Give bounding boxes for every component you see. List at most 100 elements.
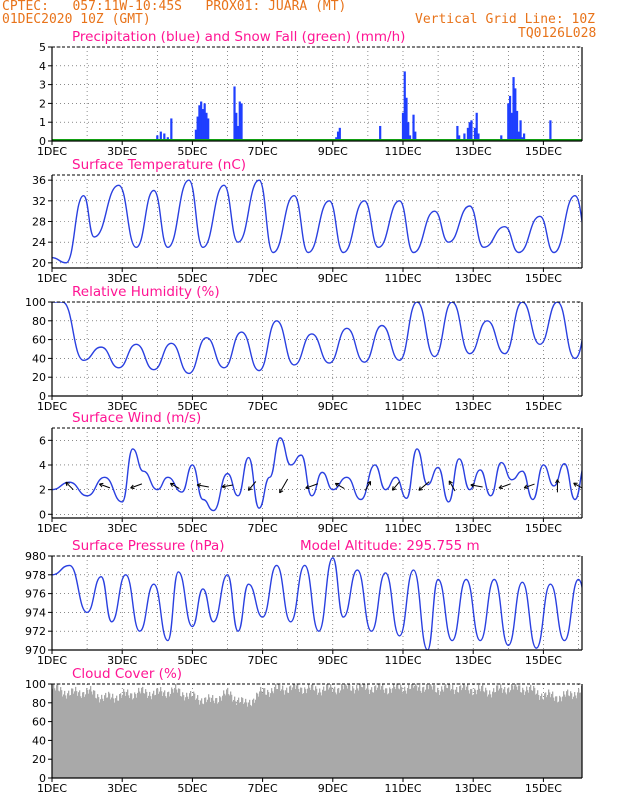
panel-0: 0 1 2 3 4 5 1DEC 3DEC 5DEC 7DEC 9DEC 11DEC 13DEC 15DE… xyxy=(37,29,583,158)
cloud-bar xyxy=(509,692,511,778)
x-tick-label: 11DEC xyxy=(384,145,421,158)
cloud-bar xyxy=(354,693,356,778)
wind-arrow xyxy=(498,483,511,489)
cloud-bar xyxy=(214,703,216,778)
precip-bar xyxy=(196,116,199,141)
cloud-bar xyxy=(491,697,493,778)
x-tick-label: 1DEC xyxy=(37,272,67,285)
cloud-bar xyxy=(182,692,184,778)
cloud-bar xyxy=(75,686,77,778)
cloud-bar xyxy=(366,688,368,778)
cloud-bar xyxy=(208,694,210,778)
cloud-bar xyxy=(57,684,59,778)
y-tick-label: 1 xyxy=(39,116,46,129)
y-tick-label: 40 xyxy=(32,734,46,747)
cloud-bar xyxy=(232,701,234,778)
cloud-bar xyxy=(251,706,253,778)
cloud-bar xyxy=(55,690,57,778)
cloud-bar xyxy=(521,692,523,778)
header-line2: 01DEC2020 10Z (GMT) xyxy=(2,12,151,27)
cloud-bar xyxy=(349,684,351,778)
cloud-bar xyxy=(202,703,204,778)
cloud-bar xyxy=(274,686,276,778)
cloud-bar xyxy=(345,684,347,778)
cloud-bar xyxy=(138,687,140,778)
cloud-bar xyxy=(72,688,74,778)
wind-arrow xyxy=(196,484,209,488)
panel-2: 0 20 40 60 80 100 1DEC 3DEC 5DEC 7DEC 9DEC 11DEC 13D… xyxy=(25,284,583,413)
cloud-bar xyxy=(171,687,173,778)
cloud-bar xyxy=(368,689,370,778)
cloud-bar xyxy=(119,694,121,778)
cloud-bar xyxy=(334,686,336,778)
cloud-bar xyxy=(96,698,98,778)
cloud-bar xyxy=(157,688,159,778)
cloud-bar xyxy=(387,694,389,778)
cloud-bar xyxy=(144,693,146,778)
panel-3: 0 2 4 6 1DEC 3DEC 5DEC 7DEC 9DEC 11DEC 13DEC 15DEC S… xyxy=(37,410,583,535)
y-tick-label: 0 xyxy=(39,508,46,521)
cloud-bar xyxy=(196,698,198,778)
cloud-bar xyxy=(71,688,73,778)
cloud-bar xyxy=(88,693,90,778)
cloud-bar xyxy=(449,684,451,778)
wind-arrow-head xyxy=(99,482,104,488)
cloud-bar xyxy=(305,689,307,778)
cloud-bar xyxy=(537,690,539,778)
series-group xyxy=(52,302,582,375)
precip-bar xyxy=(549,120,552,141)
cloud-bar xyxy=(288,692,290,778)
cloud-bar xyxy=(465,689,467,778)
cloud-bar xyxy=(527,690,529,778)
cloud-bar xyxy=(350,690,352,778)
cloud-bar xyxy=(481,686,483,778)
cloud-bar xyxy=(174,687,176,778)
cloud-bar xyxy=(67,693,69,778)
cloud-bar xyxy=(557,702,559,778)
cloud-bar xyxy=(250,704,252,778)
cloud-bar xyxy=(100,699,102,778)
cloud-bar xyxy=(352,686,354,778)
cloud-bar xyxy=(425,689,427,778)
y-tick-label: 2 xyxy=(39,484,46,497)
cloud-bar xyxy=(310,689,312,778)
cloud-bar xyxy=(253,698,255,778)
cloud-bar xyxy=(272,691,274,778)
cloud-bar xyxy=(480,691,482,778)
cloud-bar xyxy=(383,689,385,778)
cloud-bar xyxy=(533,685,535,778)
precip-bar xyxy=(468,122,471,141)
cloud-bar xyxy=(122,694,124,778)
cloud-bar xyxy=(541,693,543,778)
cloud-bar xyxy=(296,685,298,778)
cloud-bar xyxy=(559,695,561,778)
x-tick-label: 13DEC xyxy=(455,522,492,535)
cloud-bar xyxy=(444,685,446,778)
cloud-bar xyxy=(424,691,426,778)
cloud-bar xyxy=(451,688,453,778)
y-tick-label: 6 xyxy=(39,434,46,447)
series-group xyxy=(52,179,582,264)
cloud-bar xyxy=(405,690,407,778)
cloud-bar xyxy=(370,689,372,778)
cloud-bar xyxy=(58,690,60,778)
cloud-bar xyxy=(344,684,346,778)
cloud-bar xyxy=(563,691,565,778)
cloud-bar xyxy=(374,686,376,778)
wind-arrow-head xyxy=(555,479,560,484)
cloud-bar xyxy=(397,684,399,778)
cloud-bar xyxy=(212,695,214,778)
precip-bar xyxy=(159,131,162,141)
x-tick-label: 13DEC xyxy=(455,400,492,413)
cloud-bar xyxy=(453,689,455,778)
cloud-bar xyxy=(392,688,394,778)
cloud-bar xyxy=(430,684,432,778)
cloud-bar xyxy=(180,695,182,778)
x-tick-label: 1DEC xyxy=(37,782,67,795)
x-tick-label: 5DEC xyxy=(177,400,207,413)
cloud-bar xyxy=(378,684,380,778)
cloud-bar xyxy=(207,699,209,778)
x-tick-label: 5DEC xyxy=(177,145,207,158)
y-tick-label: 980 xyxy=(25,550,46,563)
cloud-bar xyxy=(495,692,497,778)
